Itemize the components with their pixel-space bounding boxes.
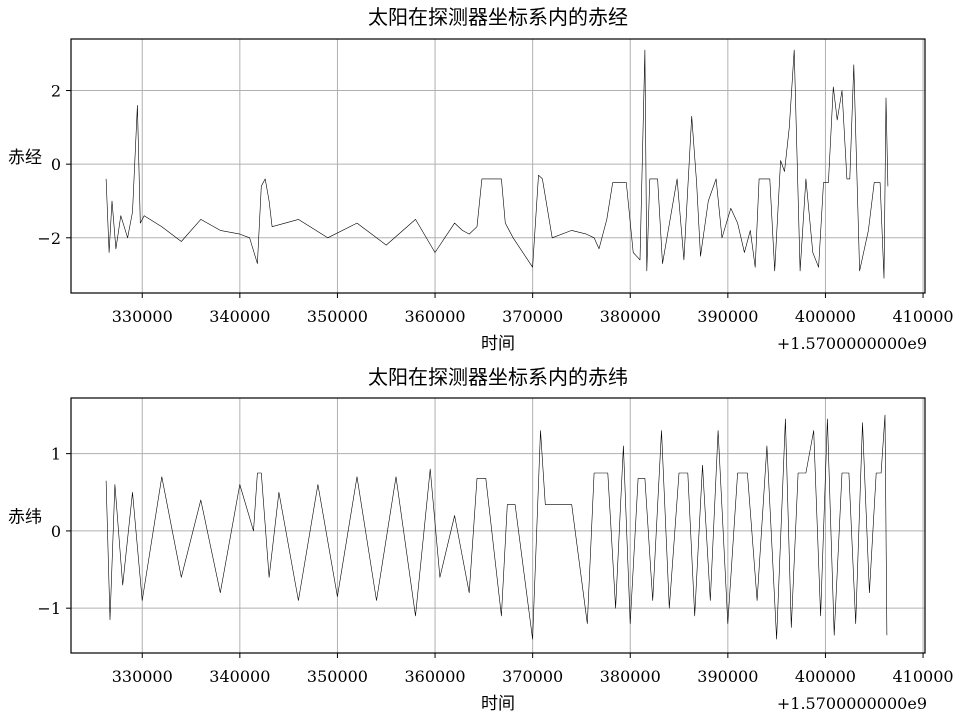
x-tick-label: 410000 [893,307,954,326]
x-tick-label: 360000 [405,307,466,326]
y-tick-label: 0 [51,155,61,174]
x-tick-label: 330000 [112,667,173,686]
x-axis-label: 时间 [481,334,515,354]
x-offset-label: +1.5700000000e9 [777,694,927,713]
x-axis-label: 时间 [481,694,515,714]
x-offset-label: +1.5700000000e9 [777,334,927,353]
x-tick-label: 400000 [795,667,856,686]
y-axis-label: 赤纬 [8,508,42,528]
x-tick-label: 370000 [502,307,563,326]
x-tick-label: 380000 [600,307,661,326]
y-tick-label: 2 [51,82,61,101]
x-tick-label: 410000 [893,667,954,686]
x-tick-label: 360000 [405,667,466,686]
x-tick-label: 340000 [209,667,270,686]
x-tick-label: 370000 [502,667,563,686]
y-tick-label: 0 [51,522,61,541]
x-tick-label: 380000 [600,667,661,686]
ra-subplot: 330000 340000 350000 360000 370000 380000 3900… [8,5,954,354]
x-tick-label: 350000 [307,307,368,326]
data-series-line [105,49,889,279]
chart-title: 太阳在探测器坐标系内的赤经 [368,5,628,29]
x-tick-label: 390000 [697,667,758,686]
data-series-line [105,414,888,640]
y-tick-label: −1 [37,599,61,618]
x-tick-label: 390000 [697,307,758,326]
x-tick-label: 350000 [307,667,368,686]
y-tick-label: −2 [37,229,61,248]
x-tick-label: 340000 [209,307,270,326]
y-tick-label: 1 [51,445,61,464]
x-tick-label: 400000 [795,307,856,326]
axes-frame [70,38,926,294]
chart-title: 太阳在探测器坐标系内的赤纬 [368,365,628,389]
y-axis-label: 赤经 [8,148,42,168]
dec-subplot: 330000 340000 350000 360000 370000 380000 3900… [8,365,954,714]
axes-frame [70,397,926,654]
x-tick-label: 330000 [112,307,173,326]
